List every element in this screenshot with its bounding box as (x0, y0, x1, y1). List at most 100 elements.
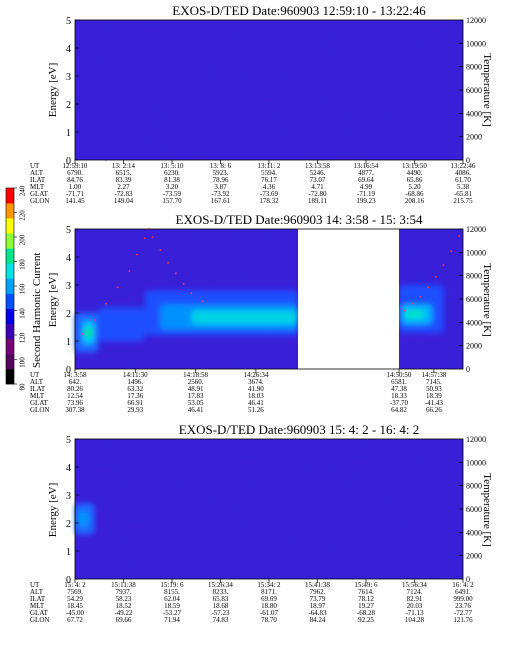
noise-speck (75, 106, 77, 108)
noise-speck (153, 121, 155, 123)
ephemeris-value: 8155. (164, 588, 180, 596)
ephemeris-value: -68.86 (405, 190, 424, 198)
noise-speck (139, 280, 141, 282)
noise-speck (351, 65, 353, 68)
noise-speck (112, 570, 114, 573)
ephemeris-value: 307.38 (65, 406, 85, 414)
noise-speck (387, 34, 389, 37)
noise-speck (349, 130, 351, 133)
noise-speck (404, 507, 406, 509)
y2-tick-label: 4000 (466, 528, 482, 537)
colorbar-swatch (6, 323, 14, 340)
noise-speck (349, 117, 351, 120)
noise-speck (188, 479, 190, 482)
noise-speck (411, 459, 413, 461)
noise-speck (420, 42, 422, 44)
noise-speck (373, 449, 375, 452)
ephemeris-row-label: GLAT (30, 399, 49, 407)
noise-speck (248, 43, 250, 45)
temperature-series (81, 228, 461, 335)
noise-speck (174, 504, 176, 506)
ephemeris-value: 141.45 (65, 197, 85, 205)
spectrogram-blob (404, 310, 425, 319)
noise-speck (300, 155, 302, 158)
noise-speck (119, 288, 121, 291)
noise-speck (283, 125, 285, 127)
temperature-point (458, 235, 461, 237)
spectrogram-blobs (75, 285, 444, 353)
noise-speck (433, 232, 435, 235)
noise-speck (159, 570, 161, 573)
temperature-point (143, 237, 146, 240)
noise-speck (122, 48, 124, 51)
y-tick-label: 4 (66, 44, 71, 55)
y-tick-label: 1 (66, 337, 71, 348)
ephemeris-value: -73.92 (211, 190, 230, 198)
noise-speck (153, 230, 155, 232)
temperature-point (427, 286, 429, 289)
noise-speck (235, 507, 237, 509)
ephemeris-value: 80.26 (67, 385, 83, 393)
noise-speck (182, 277, 184, 279)
noise-speck (420, 274, 422, 277)
noise-speck (405, 460, 407, 462)
noise-speck (300, 472, 302, 474)
noise-speck (164, 133, 166, 135)
noise-speck (92, 127, 94, 130)
noise-speck (88, 354, 90, 356)
temperature-point (167, 261, 170, 264)
noise-speck (415, 36, 417, 38)
noise-speck (305, 39, 307, 41)
y2-axis-label: Temperature [K] (481, 53, 493, 126)
noise-speck (156, 536, 158, 539)
noise-speck (90, 556, 92, 559)
noise-speck (449, 492, 451, 495)
noise-speck (119, 365, 121, 368)
noise-speck (229, 52, 231, 55)
noise-speck (157, 29, 159, 31)
noise-speck (329, 462, 331, 465)
ephemeris-value: 12.54 (67, 392, 83, 400)
noise-speck (126, 292, 128, 294)
noise-speck (386, 505, 388, 508)
y-tick-label: 1 (66, 547, 71, 558)
noise-speck (433, 128, 435, 131)
ephemeris-value: 69.64 (358, 176, 374, 184)
noise-speck (146, 137, 148, 139)
y-tick-label: 5 (66, 435, 71, 446)
noise-speck (430, 508, 432, 511)
ephemeris-value: 104.28 (405, 616, 425, 624)
noise-speck (267, 514, 269, 517)
noise-speck (312, 551, 314, 554)
noise-speck (393, 457, 395, 459)
ephemeris-value: 15:26:34 (208, 581, 233, 589)
noise-speck (116, 519, 118, 522)
ephemeris-value: 73.96 (67, 399, 83, 407)
ephemeris-value: 54.29 (67, 595, 83, 603)
noise-speck (428, 442, 430, 444)
ephemeris-value: 82.91 (407, 595, 423, 603)
colorbar-swatch (6, 233, 14, 249)
noise-speck (132, 285, 134, 288)
noise-speck (451, 289, 453, 292)
ephemeris-value: 18.59 (164, 602, 180, 610)
noise-speck (296, 42, 298, 45)
y2-tick-label: 10000 (466, 248, 486, 257)
panel-1: EXOS-D/TED Date:960903 12:59:10 - 13:22:… (30, 3, 493, 205)
ephemeris-value: 12:59:10 (63, 162, 88, 170)
noise-speck (453, 260, 455, 262)
noise-speck (144, 343, 146, 345)
ephemeris-value: 63.32 (127, 385, 143, 393)
y2-tick-label: 10000 (466, 39, 486, 48)
noise-speck (460, 25, 462, 27)
noise-speck (117, 148, 119, 151)
ephemeris-value: -68.28 (357, 609, 376, 617)
ephemeris-value: 62.04 (164, 595, 180, 603)
noise-speck (103, 524, 105, 527)
noise-speck (173, 105, 175, 108)
y2-tick-label: 0 (466, 575, 470, 584)
noise-speck (330, 559, 332, 562)
noise-speck (244, 38, 246, 40)
noise-speck (399, 511, 401, 513)
noise-speck (214, 500, 216, 502)
